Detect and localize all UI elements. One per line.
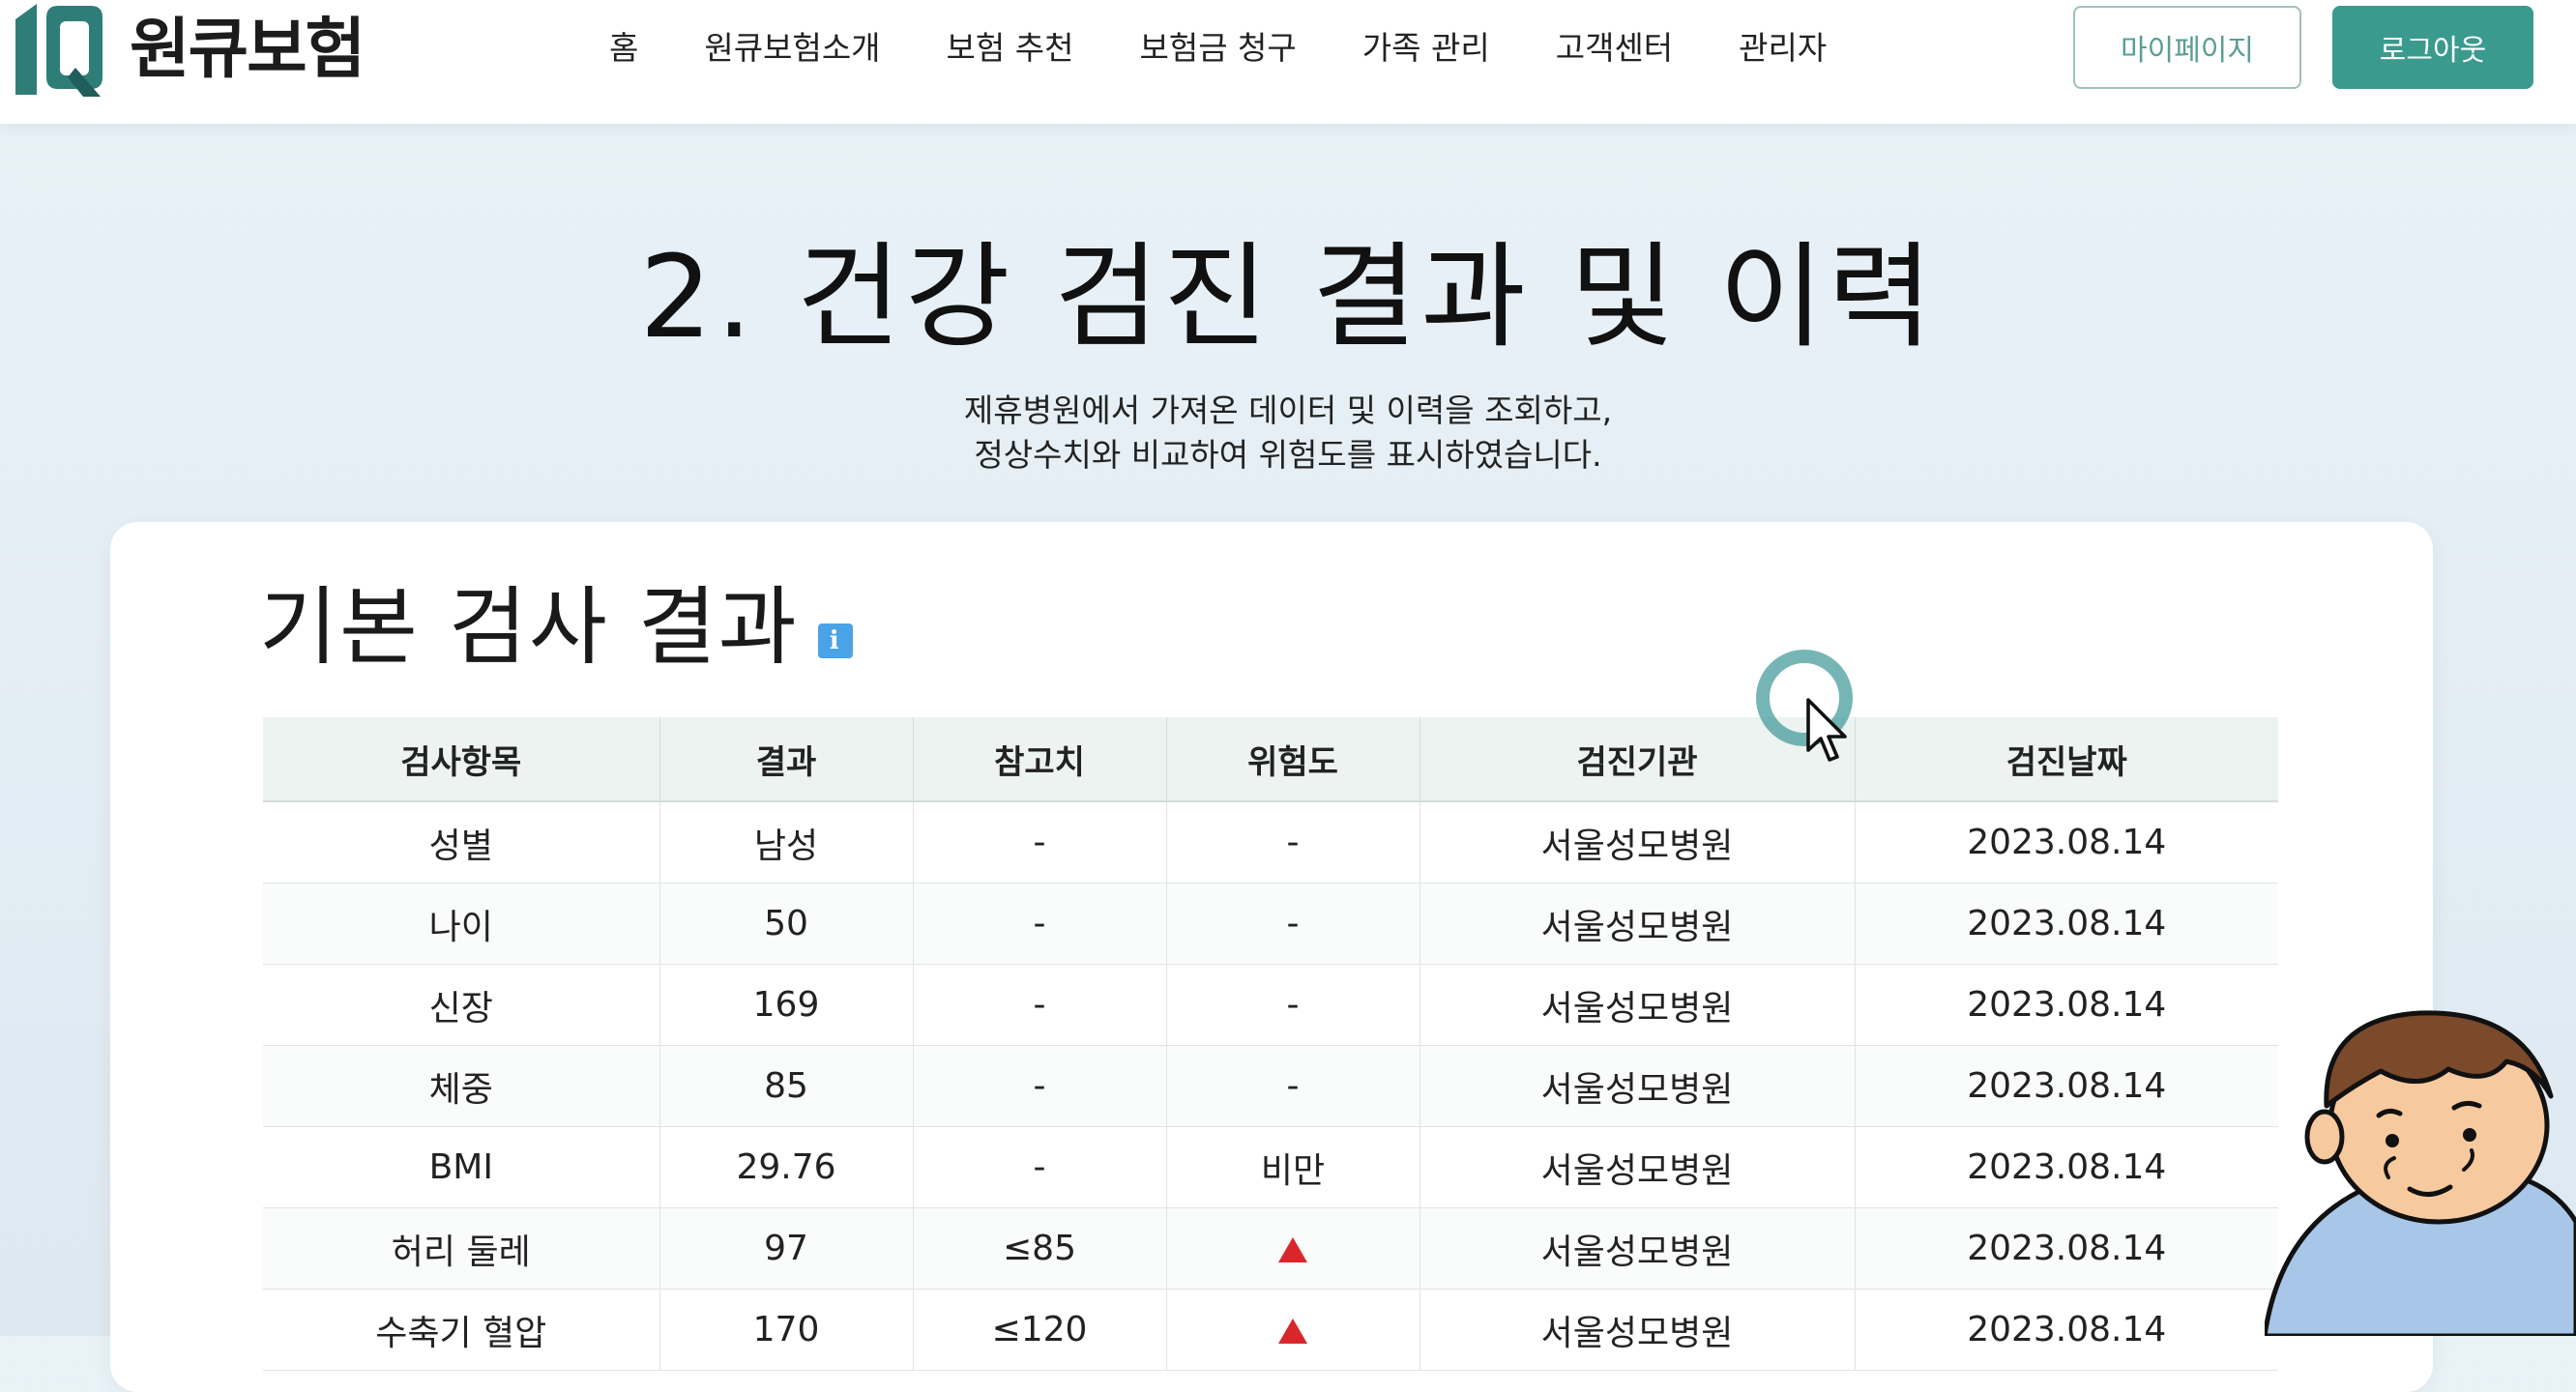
table-row: 체중 85 - - 서울성모병원 2023.08.14 — [263, 1045, 2278, 1127]
cell-reference: ≤120 — [913, 1289, 1167, 1371]
table-header-row: 검사항목 결과 참고치 위험도 검진기관 검진날짜 — [263, 717, 2278, 802]
column-header-item: 검사항목 — [263, 717, 660, 802]
cell-reference: ≤85 — [913, 1207, 1167, 1290]
cell-risk: 비만 — [1166, 1126, 1420, 1208]
top-header: 원큐보험 홈 원큐보험소개 보험 추천 보험금 청구 가족 관리 고객센터 관리… — [0, 0, 2576, 124]
table-row: 신장 169 - - 서울성모병원 2023.08.14 — [263, 964, 2278, 1046]
cell-institution: 서울성모병원 — [1420, 1207, 1856, 1290]
cell-result: 85 — [659, 1045, 914, 1127]
cell-date: 2023.08.14 — [1855, 1289, 2278, 1371]
cell-item: 체중 — [263, 1045, 660, 1127]
column-header-date: 검진날짜 — [1855, 717, 2278, 802]
risk-up-triangle-icon — [1278, 1319, 1307, 1344]
info-icon[interactable]: i — [817, 624, 853, 658]
description-line-1: 제휴병원에서 가져온 데이터 및 이력을 조회하고, — [963, 392, 1613, 429]
results-card: 기본 검사 결과 i 검사항목 결과 참고치 위험도 검진기관 검진날짜 성별 — [110, 522, 2433, 1392]
cell-result: 남성 — [659, 801, 914, 884]
cell-date: 2023.08.14 — [1855, 1126, 2278, 1208]
logo-text: 원큐보험 — [130, 12, 366, 88]
cell-reference: - — [913, 1045, 1167, 1127]
cell-risk: - — [1166, 801, 1420, 884]
logo-mark-icon — [15, 4, 102, 97]
presenter-avatar-icon — [2265, 1010, 2576, 1336]
column-header-risk: 위험도 — [1166, 717, 1420, 802]
logout-button[interactable]: 로그아웃 — [2332, 6, 2533, 89]
cell-result: 169 — [659, 964, 914, 1046]
cell-institution: 서울성모병원 — [1420, 801, 1856, 884]
cell-item: BMI — [263, 1126, 660, 1208]
nav-item-admin[interactable]: 관리자 — [1739, 29, 1828, 67]
main-nav: 홈 원큐보험소개 보험 추천 보험금 청구 가족 관리 고객센터 관리자 — [609, 25, 1859, 72]
cell-risk — [1166, 1289, 1420, 1371]
cell-reference: - — [913, 801, 1167, 884]
cell-institution: 서울성모병원 — [1420, 883, 1856, 965]
cell-date: 2023.08.14 — [1855, 964, 2278, 1046]
cell-institution: 서울성모병원 — [1420, 1289, 1856, 1371]
cell-reference: - — [913, 883, 1167, 965]
table-row: BMI 29.76 - 비만 서울성모병원 2023.08.14 — [263, 1126, 2278, 1208]
nav-item-recommend[interactable]: 보험 추천 — [946, 29, 1074, 67]
cell-risk — [1166, 1207, 1420, 1290]
cell-reference: - — [913, 964, 1167, 1046]
cell-result: 97 — [659, 1207, 914, 1290]
cell-risk: - — [1166, 883, 1420, 965]
page-description: 제휴병원에서 가져온 데이터 및 이력을 조회하고, 정상수치와 비교하여 위험… — [0, 389, 2576, 478]
nav-item-about[interactable]: 원큐보험소개 — [704, 29, 881, 67]
cell-risk: - — [1166, 964, 1420, 1046]
section-title-text: 기본 검사 결과 — [259, 577, 799, 677]
mouse-cursor-icon — [1806, 698, 1847, 762]
nav-item-family[interactable]: 가족 관리 — [1361, 29, 1490, 67]
cell-item: 허리 둘레 — [263, 1207, 660, 1290]
page-title: 2. 건강 검진 결과 및 이력 — [639, 230, 1937, 363]
cell-institution: 서울성모병원 — [1420, 964, 1856, 1046]
cell-item: 신장 — [263, 964, 660, 1046]
cell-date: 2023.08.14 — [1855, 1045, 2278, 1127]
section-title: 기본 검사 결과 i — [259, 574, 853, 681]
table-row: 성별 남성 - - 서울성모병원 2023.08.14 — [263, 801, 2278, 884]
cell-item: 성별 — [263, 801, 660, 884]
description-line-2: 정상수치와 비교하여 위험도를 표시하였습니다. — [974, 436, 1602, 474]
mypage-button[interactable]: 마이페이지 — [2073, 6, 2301, 89]
cell-result: 29.76 — [659, 1126, 914, 1208]
cell-date: 2023.08.14 — [1855, 883, 2278, 965]
cell-item: 수축기 혈압 — [263, 1289, 660, 1371]
nav-item-support[interactable]: 고객센터 — [1555, 29, 1674, 67]
nav-item-claim[interactable]: 보험금 청구 — [1139, 29, 1297, 67]
cell-date: 2023.08.14 — [1855, 1207, 2278, 1290]
cell-date: 2023.08.14 — [1855, 801, 2278, 884]
cell-result: 50 — [659, 883, 914, 965]
table-row: 나이 50 - - 서울성모병원 2023.08.14 — [263, 883, 2278, 965]
cell-reference: - — [913, 1126, 1167, 1208]
brand-logo[interactable]: 원큐보험 — [8, 0, 366, 101]
column-header-reference: 참고치 — [913, 717, 1167, 802]
cell-result: 170 — [659, 1289, 914, 1371]
cell-institution: 서울성모병원 — [1420, 1126, 1856, 1208]
cell-item: 나이 — [263, 883, 660, 965]
table-row: 허리 둘레 97 ≤85 서울성모병원 2023.08.14 — [263, 1207, 2278, 1290]
column-header-result: 결과 — [659, 717, 914, 802]
risk-up-triangle-icon — [1278, 1237, 1307, 1262]
basic-results-table: 검사항목 결과 참고치 위험도 검진기관 검진날짜 성별 남성 - - 서울성모… — [263, 717, 2278, 1371]
nav-item-home[interactable]: 홈 — [609, 29, 639, 67]
table-row: 수축기 혈압 170 ≤120 서울성모병원 2023.08.14 — [263, 1289, 2278, 1371]
cell-institution: 서울성모병원 — [1420, 1045, 1856, 1127]
cell-risk: - — [1166, 1045, 1420, 1127]
